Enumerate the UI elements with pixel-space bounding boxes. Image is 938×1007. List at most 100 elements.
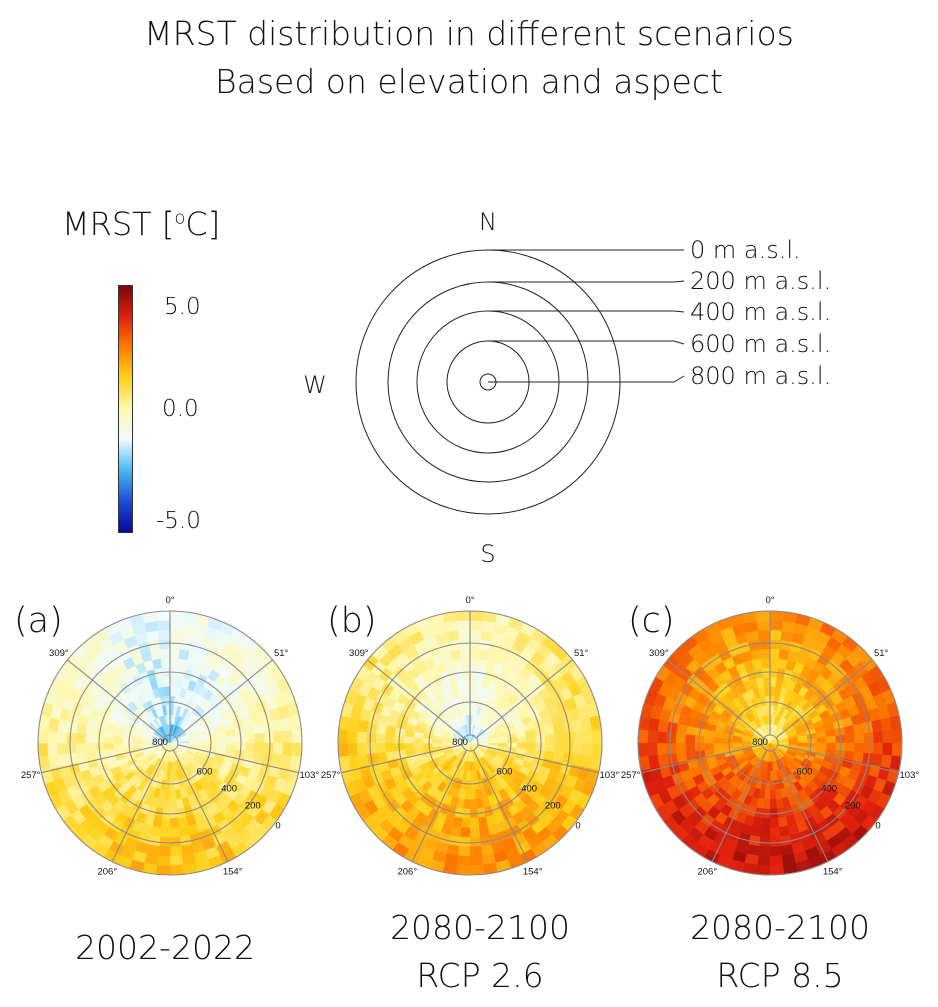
caption-c-line2: RCP 8.5 <box>716 956 844 995</box>
heatmap-cell <box>591 728 603 744</box>
heatmap-cell <box>477 816 488 828</box>
heatmap-cell <box>666 731 677 744</box>
polar-spoke <box>411 749 467 862</box>
heatmap-cell <box>66 731 77 744</box>
radial-tick-label: 600 <box>497 766 513 777</box>
heatmap-cell <box>759 827 771 838</box>
heatmap-cell <box>158 836 171 847</box>
radial-tick-label: 800 <box>152 737 168 748</box>
heatmap-cell <box>760 817 771 829</box>
heatmap-cell <box>356 730 368 744</box>
polar-spoke <box>367 659 465 739</box>
heatmap-cell <box>375 732 386 744</box>
heatmap-cell <box>469 676 478 687</box>
heatmap-cell <box>469 610 485 622</box>
heatmap-cell <box>769 629 783 641</box>
heatmap-cell <box>413 742 424 750</box>
heatmap-cell <box>458 639 471 650</box>
angle-tick-label: 103° <box>300 770 320 781</box>
heatmap-cell <box>243 725 255 736</box>
heatmap-cell <box>282 742 293 757</box>
heatmap-cell <box>563 742 574 755</box>
angle-tick-label: 51° <box>274 648 289 659</box>
heatmap-cell <box>852 723 864 735</box>
heatmap-cell <box>156 855 171 866</box>
heatmap-cell <box>543 725 555 736</box>
heatmap-cell <box>469 855 484 866</box>
heatmap-cell <box>384 742 396 753</box>
heatmap-cell <box>376 751 388 763</box>
heatmap-cell <box>516 736 527 744</box>
heatmap-cell <box>169 845 183 857</box>
heatmap-cell <box>460 817 471 829</box>
heatmap-cell <box>769 799 778 810</box>
heatmap-cell <box>457 629 471 641</box>
heatmap-cell <box>226 742 237 751</box>
polar-heatmap-a: 0° 51° 103° 154° 206° 257° 309° 0 200 400 600 800 <box>21 595 320 878</box>
polar-spoke <box>667 659 765 739</box>
heatmap-cell <box>469 620 484 631</box>
heatmap-cell <box>507 737 518 744</box>
heatmap-cell <box>159 827 171 838</box>
heatmap-cell <box>769 657 780 669</box>
heatmap-cell <box>703 742 714 751</box>
heatmap-cell <box>169 620 184 631</box>
heatmap-cell <box>769 789 777 800</box>
heatmap-cell <box>162 799 171 810</box>
heatmap-cell <box>752 658 763 670</box>
caption-panel-a: 2002-2022 <box>40 924 290 972</box>
heatmap-cell <box>769 817 780 829</box>
angle-tick-label: 206° <box>97 867 117 878</box>
polar-spoke <box>641 744 763 774</box>
heatmap-cell <box>169 610 185 622</box>
heatmap-cell <box>103 742 114 751</box>
heatmap-cell <box>863 731 874 744</box>
heatmap-cell <box>469 864 485 876</box>
angle-tick-label: 257° <box>621 770 641 781</box>
radial-tick-label: 200 <box>245 801 261 812</box>
heatmap-cell <box>863 742 874 755</box>
heatmap-cell <box>756 620 771 631</box>
heatmap-cell <box>713 742 724 750</box>
angle-tick-label: 309° <box>349 648 369 659</box>
heatmap-cell <box>685 750 697 761</box>
heatmap-cell <box>422 742 433 749</box>
figure-title-line1: MRST distribution in different scenarios <box>144 14 794 53</box>
heatmap-cell <box>582 742 593 757</box>
heatmap-cell <box>760 657 771 669</box>
heatmap-cell <box>207 737 218 744</box>
polar-spoke <box>473 749 529 862</box>
heatmap-cell <box>155 610 171 622</box>
heatmap-cell <box>807 737 818 744</box>
ring-label: 200 m a.s.l. <box>690 267 831 295</box>
radial-tick-label: 600 <box>197 766 213 777</box>
caption-panel-c: 2080-2100 RCP 8.5 <box>655 904 905 1000</box>
heatmap-cell <box>656 730 668 744</box>
colorbar-label: MRST [oC] <box>62 205 221 243</box>
heatmap-cell <box>37 742 49 758</box>
direction-south: S <box>480 540 495 568</box>
polar-spoke <box>777 744 899 774</box>
heatmap-cell <box>169 676 178 687</box>
heatmap-cell <box>85 750 97 761</box>
caption-panel-b: 2080-2100 RCP 2.6 <box>355 904 605 1000</box>
radial-tick-label: 400 <box>221 784 237 795</box>
caption-c-line1: 2080-2100 <box>690 908 870 947</box>
heatmap-cell <box>675 732 686 744</box>
angle-tick-label: 309° <box>649 648 669 659</box>
heatmap-cell <box>254 732 265 744</box>
heatmap-cell <box>637 742 649 758</box>
radial-tick-label: 400 <box>521 784 537 795</box>
heatmap-cell <box>460 657 471 669</box>
heatmap-cell <box>554 742 565 754</box>
heatmap-cell <box>563 731 574 744</box>
heatmap-cell <box>759 648 771 659</box>
heatmap-cell <box>459 648 471 659</box>
heatmap-cell <box>462 799 471 810</box>
heatmap-cell <box>366 742 377 755</box>
heatmap-cell <box>762 676 771 687</box>
heatmap-cell <box>591 742 603 758</box>
heatmap-cell <box>337 742 349 758</box>
angle-tick-label: 257° <box>321 770 341 781</box>
